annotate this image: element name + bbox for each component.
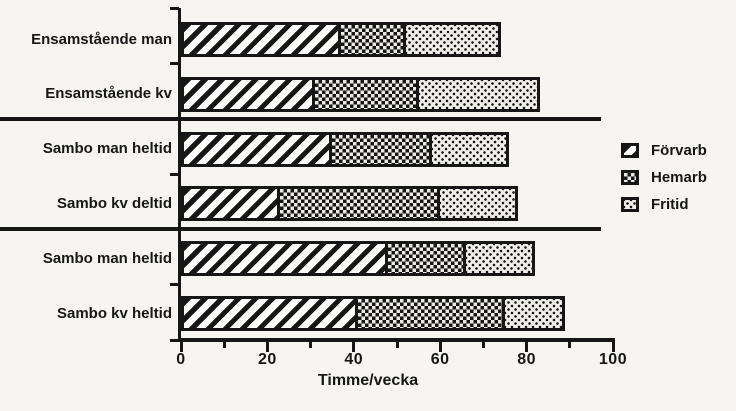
x-axis-title: Timme/vecka — [317, 372, 419, 389]
bar-segment-förvarb — [181, 22, 341, 57]
bar-segment-förvarb — [181, 131, 333, 167]
category-label: Sambo man heltid — [42, 140, 172, 158]
x-axis-tick — [438, 342, 442, 352]
x-tick-label: 100 — [598, 351, 628, 368]
y-axis-tick — [170, 61, 179, 65]
bar-segment-förvarb — [181, 186, 281, 222]
bar-segment-fritid — [437, 186, 518, 222]
y-axis-tick — [170, 283, 179, 287]
group-separator-line — [0, 227, 601, 232]
legend-item-fritid: Fritid — [621, 195, 707, 213]
x-axis-tick — [525, 342, 529, 352]
group-separator-line — [0, 116, 601, 121]
category-label: Ensamstående kv — [45, 85, 172, 103]
bar-segment-hemarb — [337, 22, 406, 57]
bar-segment-fritid — [402, 22, 501, 57]
bar-segment-fritid — [502, 296, 566, 331]
legend-item-forvarb: Förvarb — [621, 141, 707, 159]
bar-segment-hemarb — [311, 76, 419, 112]
legend-swatch-fritid-icon — [621, 196, 639, 212]
x-axis-tick — [265, 342, 269, 352]
bar-segment-fritid — [463, 241, 536, 277]
x-axis-tick — [568, 342, 572, 348]
legend-swatch-forvarb-icon — [621, 142, 639, 158]
x-axis-line — [178, 338, 615, 342]
bar-segment-förvarb — [181, 76, 315, 112]
category-label: Ensamstående man — [31, 30, 172, 48]
y-axis-tick — [170, 338, 179, 342]
x-axis-tick — [352, 342, 356, 352]
x-tick-label: 60 — [430, 351, 450, 368]
legend-swatch-hemarb-icon — [621, 169, 639, 185]
x-tick-label: 20 — [257, 351, 277, 368]
x-axis-tick — [179, 342, 183, 352]
legend-label-fritid: Fritid — [651, 195, 689, 213]
y-axis-tick — [170, 172, 179, 176]
y-axis-line — [178, 8, 181, 342]
x-tick-label: 0 — [176, 351, 186, 368]
bar-segment-hemarb — [355, 296, 505, 331]
category-label: Sambo kv deltid — [56, 194, 172, 212]
bar-segment-hemarb — [329, 131, 432, 167]
bar-segment-förvarb — [181, 296, 359, 331]
bar-segment-hemarb — [385, 241, 467, 277]
x-axis-tick — [395, 342, 399, 348]
x-axis-tick — [222, 342, 226, 348]
y-axis-tick — [170, 6, 179, 10]
category-label: Sambo kv heltid — [56, 304, 172, 322]
category-label: Sambo man heltid — [42, 249, 172, 267]
legend: Förvarb Hemarb Fritid — [621, 141, 707, 213]
x-tick-label: 80 — [517, 351, 536, 368]
x-tick-label: 40 — [344, 351, 364, 368]
bar-segment-fritid — [428, 131, 510, 167]
legend-label-hemarb: Hemarb — [651, 168, 707, 186]
legend-item-hemarb: Hemarb — [621, 168, 707, 186]
x-axis-tick — [481, 342, 485, 348]
bar-segment-förvarb — [181, 241, 389, 277]
bar-segment-fritid — [415, 76, 540, 112]
x-axis-tick — [309, 342, 313, 348]
legend-label-forvarb: Förvarb — [651, 141, 707, 159]
x-axis-tick — [611, 342, 615, 352]
bar-segment-hemarb — [277, 186, 441, 222]
